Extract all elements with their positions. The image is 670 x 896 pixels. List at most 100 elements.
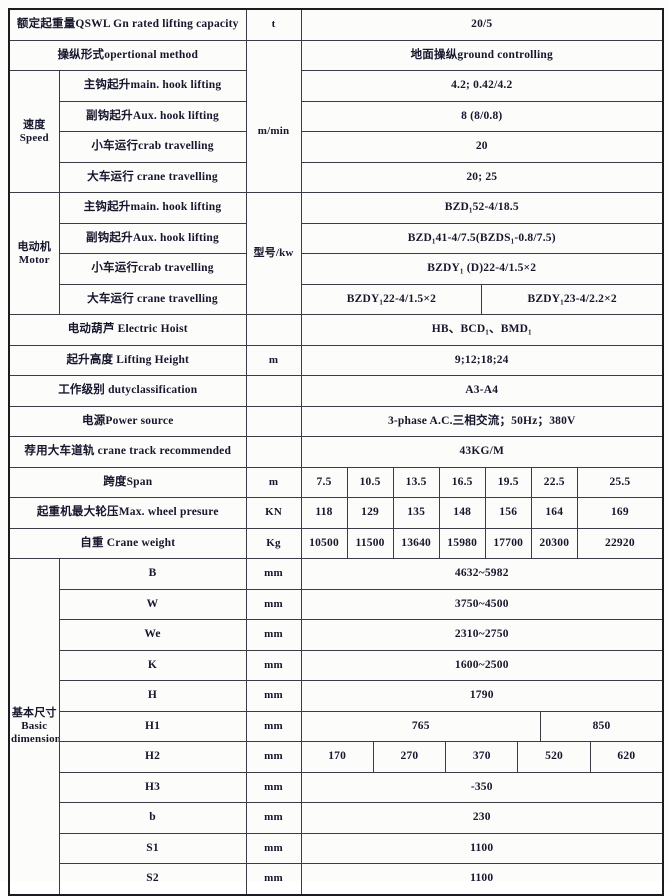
table-row: 电动葫芦 Electric Hoist HB、BCD₁、BMD₁ <box>8 314 664 346</box>
value-cell: 9;12;18;24 <box>300 344 664 376</box>
value-segment: 156 <box>484 498 531 528</box>
table-row: 荐用大车道轨 crane track recommended 43KG/M <box>8 436 664 468</box>
unit-cell: mm <box>245 802 302 834</box>
row-label: 副钩起升Aux. hook lifting <box>58 222 247 254</box>
row-label: b <box>58 802 247 834</box>
row-label: H2 <box>58 741 247 773</box>
table-row: 副钩起升Aux. hook lifting 8 (8/0.8) <box>9 100 664 132</box>
value-segment: 129 <box>346 498 393 528</box>
table-row: H3 mm -350 <box>9 771 664 803</box>
row-label: 电源Power source <box>8 405 247 437</box>
value-cell: 3750~4500 <box>300 588 664 620</box>
value-cell: 4.2; 0.42/4.2 <box>300 70 664 102</box>
row-label: 主钩起升main. hook lifting <box>58 192 247 224</box>
group-label-en: Speed <box>19 131 49 144</box>
row-label: 自重 Crane weight <box>8 527 247 559</box>
unit-cell: mm <box>245 741 302 773</box>
value-cell: 20; 25 <box>300 161 664 193</box>
row-label: W <box>58 588 247 620</box>
value-segment: 25.5 <box>576 467 662 497</box>
value-split: 170 270 370 520 620 <box>302 742 662 772</box>
table-row: 大车运行 crane travelling 20; 25 <box>9 161 664 193</box>
value-cell: 地面操纵ground controlling <box>300 39 664 71</box>
row-label: 大车运行 crane travelling <box>58 283 247 315</box>
value-segment: 270 <box>372 742 445 772</box>
unit-cell: m <box>245 344 302 376</box>
value-cell: 10500 11500 13640 15980 17700 20300 2292… <box>300 527 664 559</box>
unit-cell: mm <box>245 558 302 590</box>
row-label: 操纵形式opertional method <box>8 39 247 71</box>
table-row: 小车运行crab travelling BZDY₁ (D)22-4/1.5×2 <box>9 253 664 285</box>
row-label: 副钩起升Aux. hook lifting <box>58 100 247 132</box>
row-label: 小车运行crab travelling <box>58 253 247 285</box>
value-segment: BZDY₁22-4/1.5×2 <box>346 292 437 305</box>
table-row: 小车运行crab travelling 20 <box>9 131 664 163</box>
value-segment: 22.5 <box>530 467 577 497</box>
table-row: 副钩起升Aux. hook lifting BZD₁41-4/7.5(BZDS₁… <box>9 222 664 254</box>
row-label: We <box>58 619 247 651</box>
unit-cell: mm <box>245 863 302 895</box>
value-segment: 620 <box>589 742 662 772</box>
table-row: W mm 3750~4500 <box>9 588 664 620</box>
table-row: K mm 1600~2500 <box>9 649 664 681</box>
value-segment: 17700 <box>484 528 531 558</box>
unit-cell: KN <box>245 497 302 529</box>
value-split: 118 129 135 148 156 164 169 <box>302 498 662 528</box>
unit-cell: mm <box>245 771 302 803</box>
group-cell-speed: 速度 Speed <box>8 70 60 193</box>
value-segment: 16.5 <box>438 467 485 497</box>
row-label: 小车运行crab travelling <box>58 131 247 163</box>
crane-spec-table: 额定起重量QSWL Gn rated lifting capacity t 20… <box>8 8 665 896</box>
row-label: 起升高度 Lifting Height <box>8 344 247 376</box>
table-row: 操纵形式opertional method m/min 地面操纵ground c… <box>8 39 664 193</box>
value-split: 7.5 10.5 13.5 16.5 19.5 22.5 25.5 <box>302 467 662 497</box>
row-label: 跨度Span <box>8 466 247 498</box>
value-split: 10500 11500 13640 15980 17700 20300 2292… <box>302 528 662 558</box>
row-label: S2 <box>58 863 247 895</box>
table-row: 电动机 Motor 主钩起升main. hook lifting 型号/kw B… <box>8 192 664 315</box>
value-segment: 11500 <box>346 528 393 558</box>
table-row: 跨度Span m 7.5 10.5 13.5 16.5 19.5 22.5 25… <box>8 466 664 498</box>
value-segment: 10500 <box>309 536 339 549</box>
row-label: H1 <box>58 710 247 742</box>
table-row: S1 mm 1100 <box>9 832 664 864</box>
row-label: B <box>58 558 247 590</box>
value-segment: 170 <box>328 750 347 763</box>
value-cell: 43KG/M <box>300 436 664 468</box>
value-segment: 370 <box>445 742 517 772</box>
value-cell: 7.5 10.5 13.5 16.5 19.5 22.5 25.5 <box>300 466 664 498</box>
unit-cell: mm <box>245 680 302 712</box>
table-row: 自重 Crane weight Kg 10500 11500 13640 159… <box>8 527 664 559</box>
unit-cell: t <box>245 8 302 41</box>
table-row: 工作级别 dutyclassification A3-A4 <box>8 375 664 407</box>
group-label-zh: 基本尺寸 <box>11 707 57 720</box>
value-cell: 1100 <box>300 863 664 895</box>
group-cell-motor: 电动机 Motor <box>8 192 60 315</box>
unit-cell: mm <box>245 649 302 681</box>
table-row: b mm 230 <box>9 802 664 834</box>
row-label: H <box>58 680 247 712</box>
row-label: 大车运行 crane travelling <box>58 161 247 193</box>
value-segment: 148 <box>438 498 485 528</box>
value-cell: 230 <box>300 802 664 834</box>
value-segment: 15980 <box>438 528 485 558</box>
table-row: S2 mm 1100 <box>9 863 664 895</box>
table-row: We mm 2310~2750 <box>9 619 664 651</box>
group-label-zh: 电动机 <box>17 240 52 253</box>
table-row: 额定起重量QSWL Gn rated lifting capacity t 20… <box>8 8 664 41</box>
value-cell: 2310~2750 <box>300 619 664 651</box>
unit-cell: mm <box>245 588 302 620</box>
group-label-en: Motor <box>18 253 50 266</box>
value-cell: -350 <box>300 771 664 803</box>
unit-cell: 型号/kw <box>245 192 302 315</box>
row-label: 主钩起升main. hook lifting <box>58 70 247 102</box>
table-row: H1 mm 765 850 <box>9 710 664 742</box>
value-segment: 20300 <box>530 528 577 558</box>
value-segment: 520 <box>517 742 589 772</box>
value-segment: 7.5 <box>316 475 332 488</box>
value-split: 765 850 <box>302 711 662 741</box>
unit-cell <box>245 375 302 407</box>
value-cell: 170 270 370 520 620 <box>300 741 664 773</box>
table-row: H mm 1790 <box>9 680 664 712</box>
